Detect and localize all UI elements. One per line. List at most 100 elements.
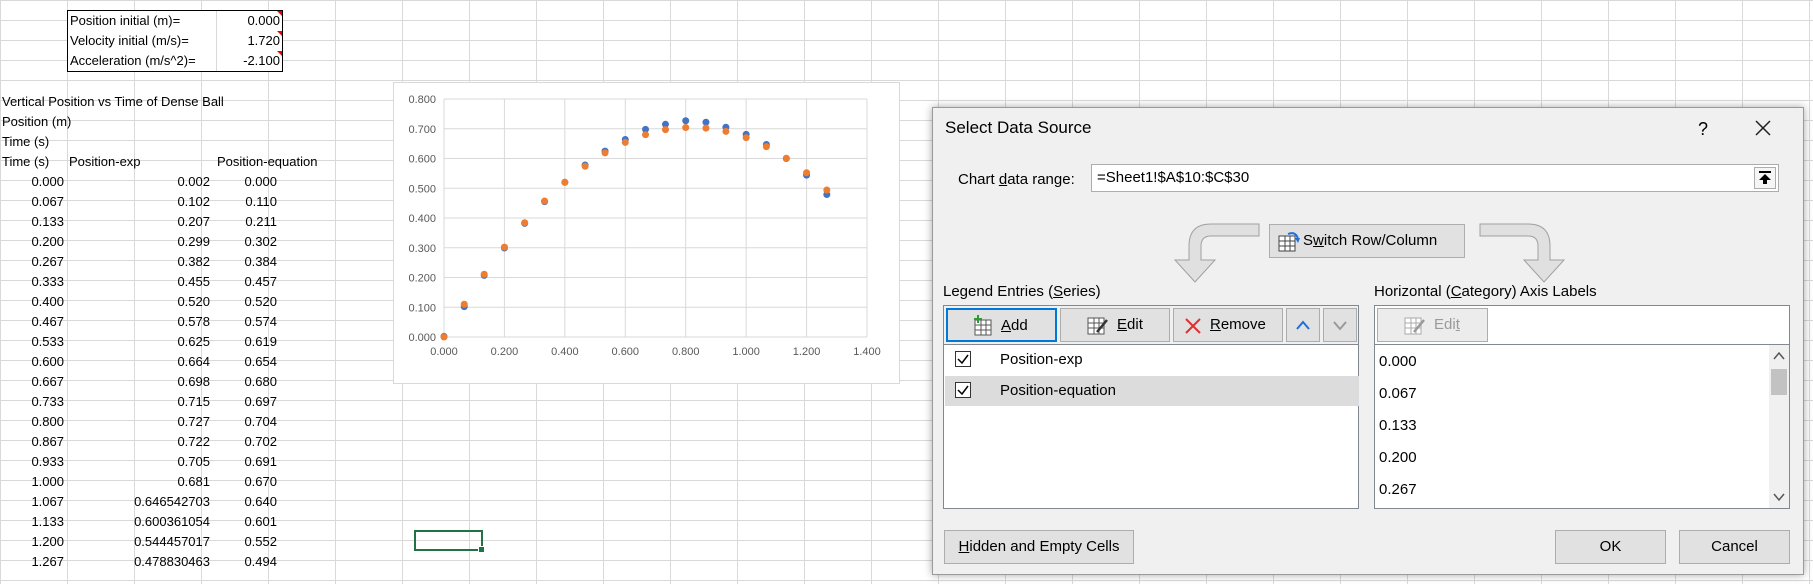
time-cell[interactable]: 0.800: [31, 414, 64, 429]
param-label[interactable]: Acceleration (m/s^2)=: [70, 53, 196, 68]
scroll-thumb[interactable]: [1771, 369, 1787, 395]
param-value[interactable]: 1.720: [216, 31, 280, 51]
scroll-down-icon[interactable]: [1773, 492, 1785, 502]
time-cell[interactable]: 0.467: [31, 314, 64, 329]
move-up-button[interactable]: [1286, 308, 1320, 342]
position-eq-cell[interactable]: 0.680: [244, 374, 277, 389]
position-eq-cell[interactable]: 0.384: [244, 254, 277, 269]
axis-label-item[interactable]: 0.133: [1379, 417, 1417, 434]
header-cell-time[interactable]: Time (s): [2, 154, 50, 169]
help-button[interactable]: ?: [1697, 119, 1708, 139]
position-eq-cell[interactable]: 0.601: [244, 514, 277, 529]
series-checkbox[interactable]: [955, 382, 971, 398]
param-value[interactable]: 0.000: [216, 11, 280, 31]
position-exp-cell[interactable]: 0.705: [177, 454, 210, 469]
time-cell[interactable]: 0.200: [31, 234, 64, 249]
series-checkbox[interactable]: [955, 351, 971, 367]
position-eq-cell[interactable]: 0.697: [244, 394, 277, 409]
position-eq-cell[interactable]: 0.110: [245, 194, 277, 209]
chart-data-range-input[interactable]: =Sheet1!$A$10:$C$30: [1091, 164, 1779, 192]
scatter-chart[interactable]: 0.000 0.100 0.200 0.300 0.400 0.500 0.600 0.700…: [393, 82, 900, 384]
time-cell[interactable]: 0.600: [31, 354, 64, 369]
position-exp-cell[interactable]: 0.478830463: [134, 554, 210, 569]
param-label[interactable]: Position initial (m)=: [70, 13, 181, 28]
move-down-button[interactable]: [1323, 308, 1357, 342]
collapse-dialog-button[interactable]: [1754, 167, 1776, 189]
position-exp-cell[interactable]: 0.600361054: [134, 514, 210, 529]
x-caption-cell[interactable]: Time (s): [2, 134, 50, 149]
position-exp-cell[interactable]: 0.299: [177, 234, 210, 249]
time-cell[interactable]: 0.867: [31, 434, 64, 449]
position-exp-cell[interactable]: 0.544457017: [134, 534, 210, 549]
sheet-title-cell[interactable]: Vertical Position vs Time of Dense Ball: [2, 94, 224, 109]
close-button[interactable]: [1748, 113, 1778, 143]
position-exp-cell[interactable]: 0.646542703: [134, 494, 210, 509]
position-eq-cell[interactable]: 0.520: [244, 294, 277, 309]
param-label[interactable]: Velocity initial (m/s)=: [70, 33, 189, 48]
position-eq-cell[interactable]: 0.211: [245, 214, 277, 229]
position-exp-cell[interactable]: 0.382: [177, 254, 210, 269]
axis-label-item[interactable]: 0.200: [1379, 449, 1417, 466]
position-eq-cell[interactable]: 0.691: [244, 454, 277, 469]
position-eq-cell[interactable]: 0.574: [244, 314, 277, 329]
cancel-button[interactable]: Cancel: [1679, 530, 1790, 564]
position-exp-cell[interactable]: 0.625: [177, 334, 210, 349]
position-eq-cell[interactable]: 0.702: [244, 434, 277, 449]
position-eq-cell[interactable]: 0.640: [244, 494, 277, 509]
position-exp-cell[interactable]: 0.664: [177, 354, 210, 369]
time-cell[interactable]: 0.400: [31, 294, 64, 309]
time-cell[interactable]: 1.200: [31, 534, 64, 549]
position-exp-cell[interactable]: 0.715: [177, 394, 210, 409]
remove-series-button[interactable]: Remove: [1173, 308, 1283, 342]
time-cell[interactable]: 1.267: [31, 554, 64, 569]
position-eq-cell[interactable]: 0.619: [244, 334, 277, 349]
axis-labels-scrollbar[interactable]: [1769, 345, 1789, 508]
position-exp-cell[interactable]: 0.207: [177, 214, 210, 229]
time-cell[interactable]: 1.000: [31, 474, 64, 489]
time-cell[interactable]: 1.067: [31, 494, 64, 509]
y-caption-cell[interactable]: Position (m): [2, 114, 72, 129]
position-eq-cell[interactable]: 0.654: [244, 354, 277, 369]
axis-label-item[interactable]: 0.267: [1379, 481, 1417, 498]
switch-row-column-button[interactable]: Switch Row/Column: [1269, 224, 1465, 258]
position-exp-cell[interactable]: 0.002: [177, 174, 210, 189]
header-cell-exp[interactable]: Position-exp: [69, 154, 141, 169]
position-exp-cell[interactable]: 0.722: [177, 434, 210, 449]
header-cell-eq[interactable]: Position-equation: [217, 154, 318, 169]
axis-label-item[interactable]: 0.000: [1379, 353, 1417, 370]
time-cell[interactable]: 0.067: [31, 194, 64, 209]
time-cell[interactable]: 0.667: [31, 374, 64, 389]
add-series-button[interactable]: Add: [946, 308, 1057, 342]
position-eq-cell[interactable]: 0.494: [244, 554, 277, 569]
position-exp-cell[interactable]: 0.727: [177, 414, 210, 429]
series-item[interactable]: Position-exp: [945, 345, 1359, 375]
time-cell[interactable]: 0.267: [31, 254, 64, 269]
edit-series-button[interactable]: Edit: [1060, 308, 1170, 342]
active-cell[interactable]: [414, 530, 485, 553]
edit-axis-labels-button[interactable]: Edit: [1377, 308, 1488, 342]
time-cell[interactable]: 0.533: [31, 334, 64, 349]
time-cell[interactable]: 0.000: [31, 174, 64, 189]
position-eq-cell[interactable]: 0.670: [244, 474, 277, 489]
position-eq-cell[interactable]: 0.000: [244, 174, 277, 189]
position-eq-cell[interactable]: 0.302: [244, 234, 277, 249]
scroll-up-icon[interactable]: [1773, 351, 1785, 361]
position-exp-cell[interactable]: 0.681: [177, 474, 210, 489]
position-exp-cell[interactable]: 0.455: [177, 274, 210, 289]
time-cell[interactable]: 0.333: [31, 274, 64, 289]
position-exp-cell[interactable]: 0.520: [177, 294, 210, 309]
position-exp-cell[interactable]: 0.698: [177, 374, 210, 389]
series-item[interactable]: Position-equation: [945, 376, 1359, 406]
param-value[interactable]: -2.100: [216, 51, 280, 71]
position-exp-cell[interactable]: 0.102: [177, 194, 210, 209]
time-cell[interactable]: 0.133: [31, 214, 64, 229]
ok-button[interactable]: OK: [1555, 530, 1666, 564]
time-cell[interactable]: 1.133: [31, 514, 64, 529]
position-exp-cell[interactable]: 0.578: [177, 314, 210, 329]
hidden-empty-cells-button[interactable]: Hidden and Empty Cells: [944, 530, 1134, 564]
position-eq-cell[interactable]: 0.552: [244, 534, 277, 549]
position-eq-cell[interactable]: 0.457: [244, 274, 277, 289]
axis-label-item[interactable]: 0.067: [1379, 385, 1417, 402]
position-eq-cell[interactable]: 0.704: [244, 414, 277, 429]
time-cell[interactable]: 0.733: [31, 394, 64, 409]
